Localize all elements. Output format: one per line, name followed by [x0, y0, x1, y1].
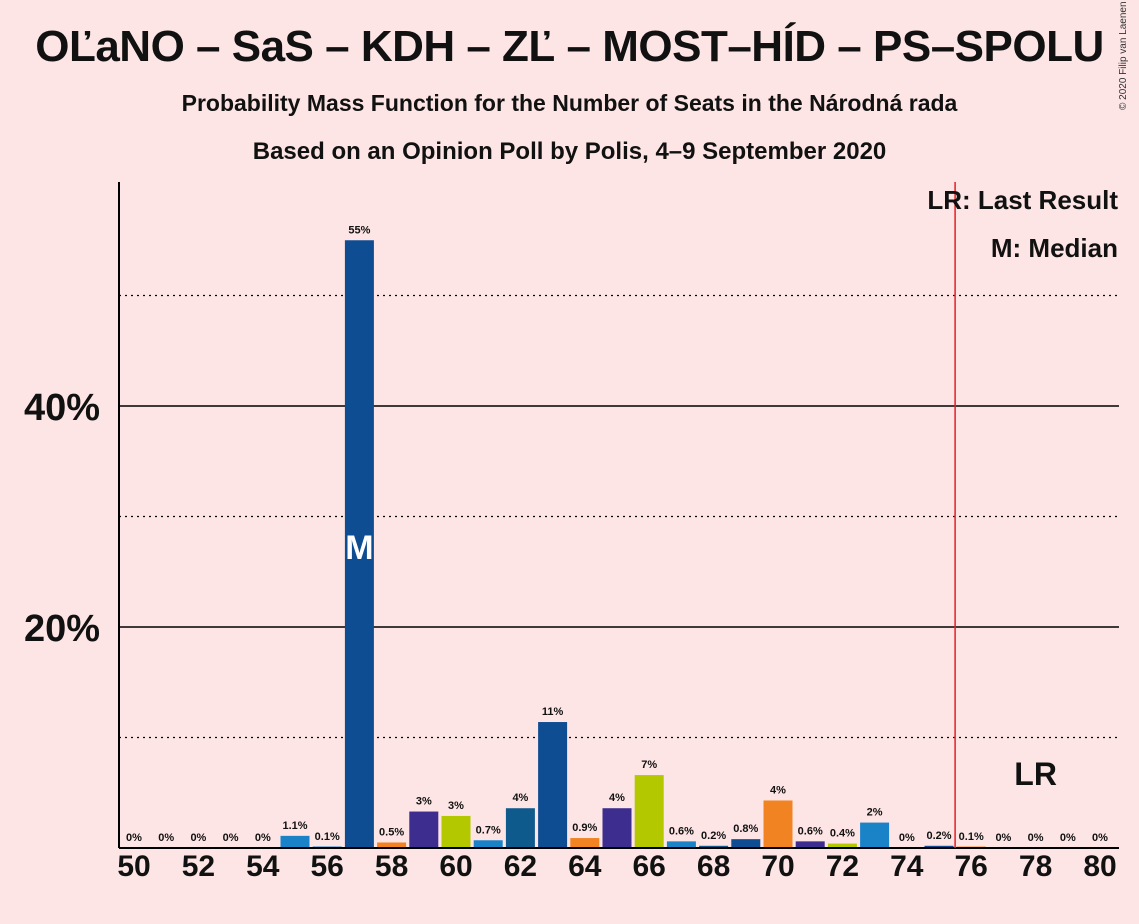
bar-label: 0%: [190, 832, 206, 844]
bar-label: 0%: [1060, 832, 1076, 844]
bar: [505, 808, 535, 848]
bar: [409, 811, 439, 848]
bars: [280, 240, 986, 848]
bar: [731, 839, 761, 848]
markers: LR M: [345, 182, 1057, 848]
bar: [538, 722, 568, 848]
x-tick-label: 56: [311, 850, 344, 883]
median-marker: M: [345, 529, 373, 567]
chart-subtitle-2: Based on an Opinion Poll by Polis, 4–9 S…: [252, 138, 887, 165]
bar: [827, 843, 857, 848]
bar-label: 0%: [899, 832, 915, 844]
bar-label: 3%: [448, 800, 464, 812]
bar: [699, 845, 729, 848]
x-tick-label: 58: [375, 850, 408, 883]
bar-label: 0.7%: [476, 824, 501, 836]
legend-median: M: Median: [991, 233, 1118, 263]
x-tick-label: 76: [955, 850, 988, 883]
x-tick-label: 62: [504, 850, 537, 883]
bar-label: 7%: [641, 759, 657, 771]
chart-subtitle: Probability Mass Function for the Number…: [181, 90, 958, 116]
x-tick-label: 54: [246, 850, 280, 883]
bar-label: 0%: [223, 832, 239, 844]
bar-label: 0%: [1028, 832, 1044, 844]
bar-label: 0%: [1092, 832, 1108, 844]
x-tick-label: 78: [1019, 850, 1052, 883]
bar-label: 0.5%: [379, 826, 404, 838]
y-tick-label: 40%: [24, 387, 100, 429]
bar-label: 55%: [348, 224, 370, 236]
x-tick-label: 50: [117, 850, 150, 883]
bar-label: 0.1%: [959, 831, 984, 843]
x-tick-label: 68: [697, 850, 730, 883]
x-tick-label: 70: [761, 850, 794, 883]
bar: [377, 842, 407, 848]
bar: [570, 838, 600, 848]
y-tick-label: 20%: [24, 608, 100, 650]
bar-label: 0%: [158, 832, 174, 844]
bar-label: 0.2%: [926, 830, 951, 842]
bar-label: 0.9%: [572, 822, 597, 834]
gridlines: [119, 294, 1119, 739]
bar-label: 3%: [416, 796, 432, 808]
bar: [763, 800, 793, 848]
x-tick-label: 52: [182, 850, 215, 883]
bar-labels: 0% 0% 0% 0% 0% 1.1% 0.1% 55% 0.5% 3% 3% 0.7% 4% 11% 0.…: [126, 224, 1108, 844]
x-tick-label: 72: [826, 850, 859, 883]
x-tick-label: 60: [439, 850, 472, 883]
bar: [795, 841, 825, 848]
bar-label: 2%: [867, 807, 883, 819]
x-tick-label: 66: [633, 850, 666, 883]
x-tick-label: 74: [890, 850, 924, 883]
bar-label: 4%: [770, 784, 786, 796]
bar: [344, 240, 374, 848]
bar-label: 4%: [609, 792, 625, 804]
bar: [860, 822, 890, 848]
bar: [924, 845, 954, 848]
bar-label: 0%: [995, 832, 1011, 844]
bar-label: 0%: [255, 832, 271, 844]
bar: [280, 835, 310, 848]
bar: [666, 841, 696, 848]
bar: [473, 840, 503, 848]
x-tick-label: 64: [568, 850, 602, 883]
bar-label: 0.1%: [315, 831, 340, 843]
bar: [634, 775, 664, 848]
bar-label: 11%: [542, 706, 564, 718]
bar-label: 0.8%: [733, 823, 758, 835]
bar-label: 0%: [126, 832, 142, 844]
chart-title: OĽaNO – SaS – KDH – ZĽ – MOST–HÍD – PS–S…: [35, 22, 1104, 71]
bar-label: 0.6%: [798, 825, 823, 837]
bar: [441, 815, 471, 848]
bar: [602, 808, 632, 848]
axes: 20% 40% 50 52 54 56 58 60 62 64 66 68 70 72 74 76 78 80: [24, 182, 1119, 883]
last-result-marker: LR: [1014, 756, 1057, 792]
bar-label: 0.2%: [701, 830, 726, 842]
bar-label: 0.4%: [830, 828, 855, 840]
bar-label: 0.6%: [669, 825, 694, 837]
legend-last-result: LR: Last Result: [927, 185, 1118, 215]
bar-label: 4%: [512, 792, 528, 804]
bar-label: 1.1%: [282, 820, 307, 832]
x-tick-label: 80: [1083, 850, 1116, 883]
